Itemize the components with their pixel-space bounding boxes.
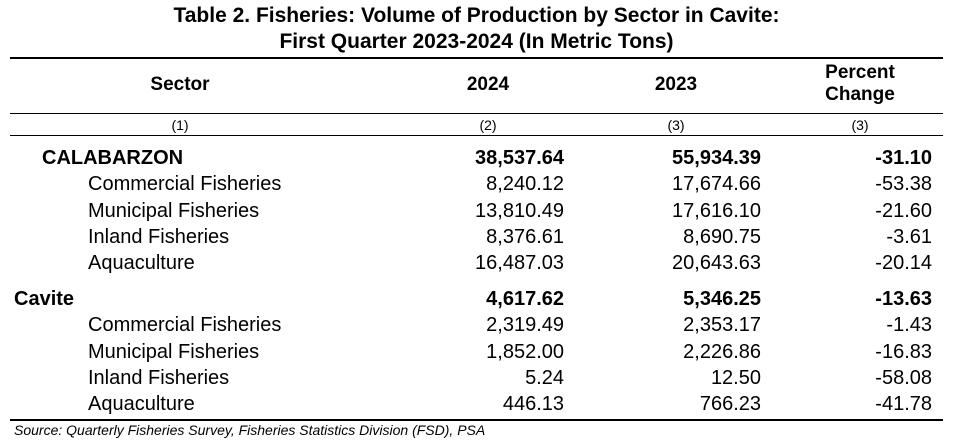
header-percent-change: Percent Change <box>800 62 920 106</box>
row-value-2023: 8,690.75 <box>683 226 761 248</box>
row-percent-change: -1.43 <box>886 314 932 336</box>
row-sector: Municipal Fisheries <box>88 200 260 222</box>
row-value-2024: 38,537.64 <box>475 147 564 169</box>
header-2023: 2023 <box>654 74 698 95</box>
header-sector: Sector <box>150 74 210 95</box>
row-sector: Inland Fisheries <box>88 226 230 248</box>
row-value-2024: 8,376.61 <box>486 226 564 248</box>
row-value-2024: 8,240.12 <box>486 173 564 195</box>
table-row: Aquaculture 446.13 766.23 -41.78 <box>0 391 953 417</box>
header-percent-line: Percent <box>825 62 895 83</box>
column-number-1: (1) <box>171 117 189 133</box>
row-value-2024: 13,810.49 <box>475 200 564 222</box>
row-percent-change: -41.78 <box>875 393 932 415</box>
row-sector: Commercial Fisheries <box>88 173 282 195</box>
source-note: Source: Quarterly Fisheries Survey, Fish… <box>14 422 486 438</box>
top-rule <box>10 57 943 59</box>
row-value-2024: 16,487.03 <box>475 252 564 274</box>
header-change-line: Change <box>825 84 895 105</box>
table-row: Commercial Fisheries 2,319.49 2,353.17 -… <box>0 312 953 338</box>
row-sector: CALABARZON <box>42 147 184 169</box>
column-number-3: (3) <box>667 117 685 133</box>
row-sector: Aquaculture <box>88 393 195 415</box>
row-value-2024: 4,617.62 <box>486 288 564 310</box>
row-sector: Aquaculture <box>88 252 195 274</box>
row-value-2023: 2,353.17 <box>683 314 761 336</box>
row-value-2024: 446.13 <box>502 393 564 415</box>
row-sector: Municipal Fisheries <box>88 341 260 363</box>
column-number-rule <box>10 135 943 136</box>
row-percent-change: -21.60 <box>875 200 932 222</box>
table-title-line-2: First Quarter 2023-2024 (In Metric Tons) <box>279 30 674 53</box>
row-value-2023: 5,346.25 <box>683 288 761 310</box>
row-value-2023: 17,616.10 <box>672 200 761 222</box>
row-value-2023: 55,934.39 <box>672 147 761 169</box>
table-title-line-1: Table 2. Fisheries: Volume of Production… <box>173 4 780 27</box>
table-row-calabarzon: CALABARZON 38,537.64 55,934.39 -31.10 <box>0 145 953 171</box>
row-percent-change: -53.38 <box>875 173 932 195</box>
row-value-2023: 766.23 <box>699 393 761 415</box>
row-sector: Inland Fisheries <box>88 367 230 389</box>
header-rule <box>10 113 943 114</box>
row-value-2023: 20,643.63 <box>672 252 761 274</box>
row-percent-change: -16.83 <box>875 341 932 363</box>
row-value-2023: 17,674.66 <box>672 173 761 195</box>
row-percent-change: -58.08 <box>875 367 932 389</box>
row-percent-change: -13.63 <box>875 288 932 310</box>
row-percent-change: -20.14 <box>875 252 932 274</box>
row-percent-change: -31.10 <box>875 147 932 169</box>
row-sector: Cavite <box>14 288 75 310</box>
table-row: Inland Fisheries 5.24 12.50 -58.08 <box>0 365 953 391</box>
row-value-2023: 12.50 <box>710 367 761 389</box>
row-value-2024: 1,852.00 <box>486 341 564 363</box>
table-row: Municipal Fisheries 1,852.00 2,226.86 -1… <box>0 339 953 365</box>
row-value-2024: 2,319.49 <box>486 314 564 336</box>
column-number-4: (3) <box>851 117 869 133</box>
row-value-2024: 5.24 <box>525 367 564 389</box>
row-percent-change: -3.61 <box>886 226 932 248</box>
row-sector: Commercial Fisheries <box>88 314 282 336</box>
column-number-2: (2) <box>479 117 497 133</box>
row-value-2023: 2,226.86 <box>683 341 761 363</box>
table-row-cavite: Cavite 4,617.62 5,346.25 -13.63 <box>0 286 953 312</box>
table-row: Municipal Fisheries 13,810.49 17,616.10 … <box>0 198 953 224</box>
header-2024: 2024 <box>466 74 510 95</box>
table-row: Commercial Fisheries 8,240.12 17,674.66 … <box>0 171 953 197</box>
table-row: Inland Fisheries 8,376.61 8,690.75 -3.61 <box>0 224 953 250</box>
table-row: Aquaculture 16,487.03 20,643.63 -20.14 <box>0 250 953 276</box>
bottom-rule <box>10 419 943 421</box>
